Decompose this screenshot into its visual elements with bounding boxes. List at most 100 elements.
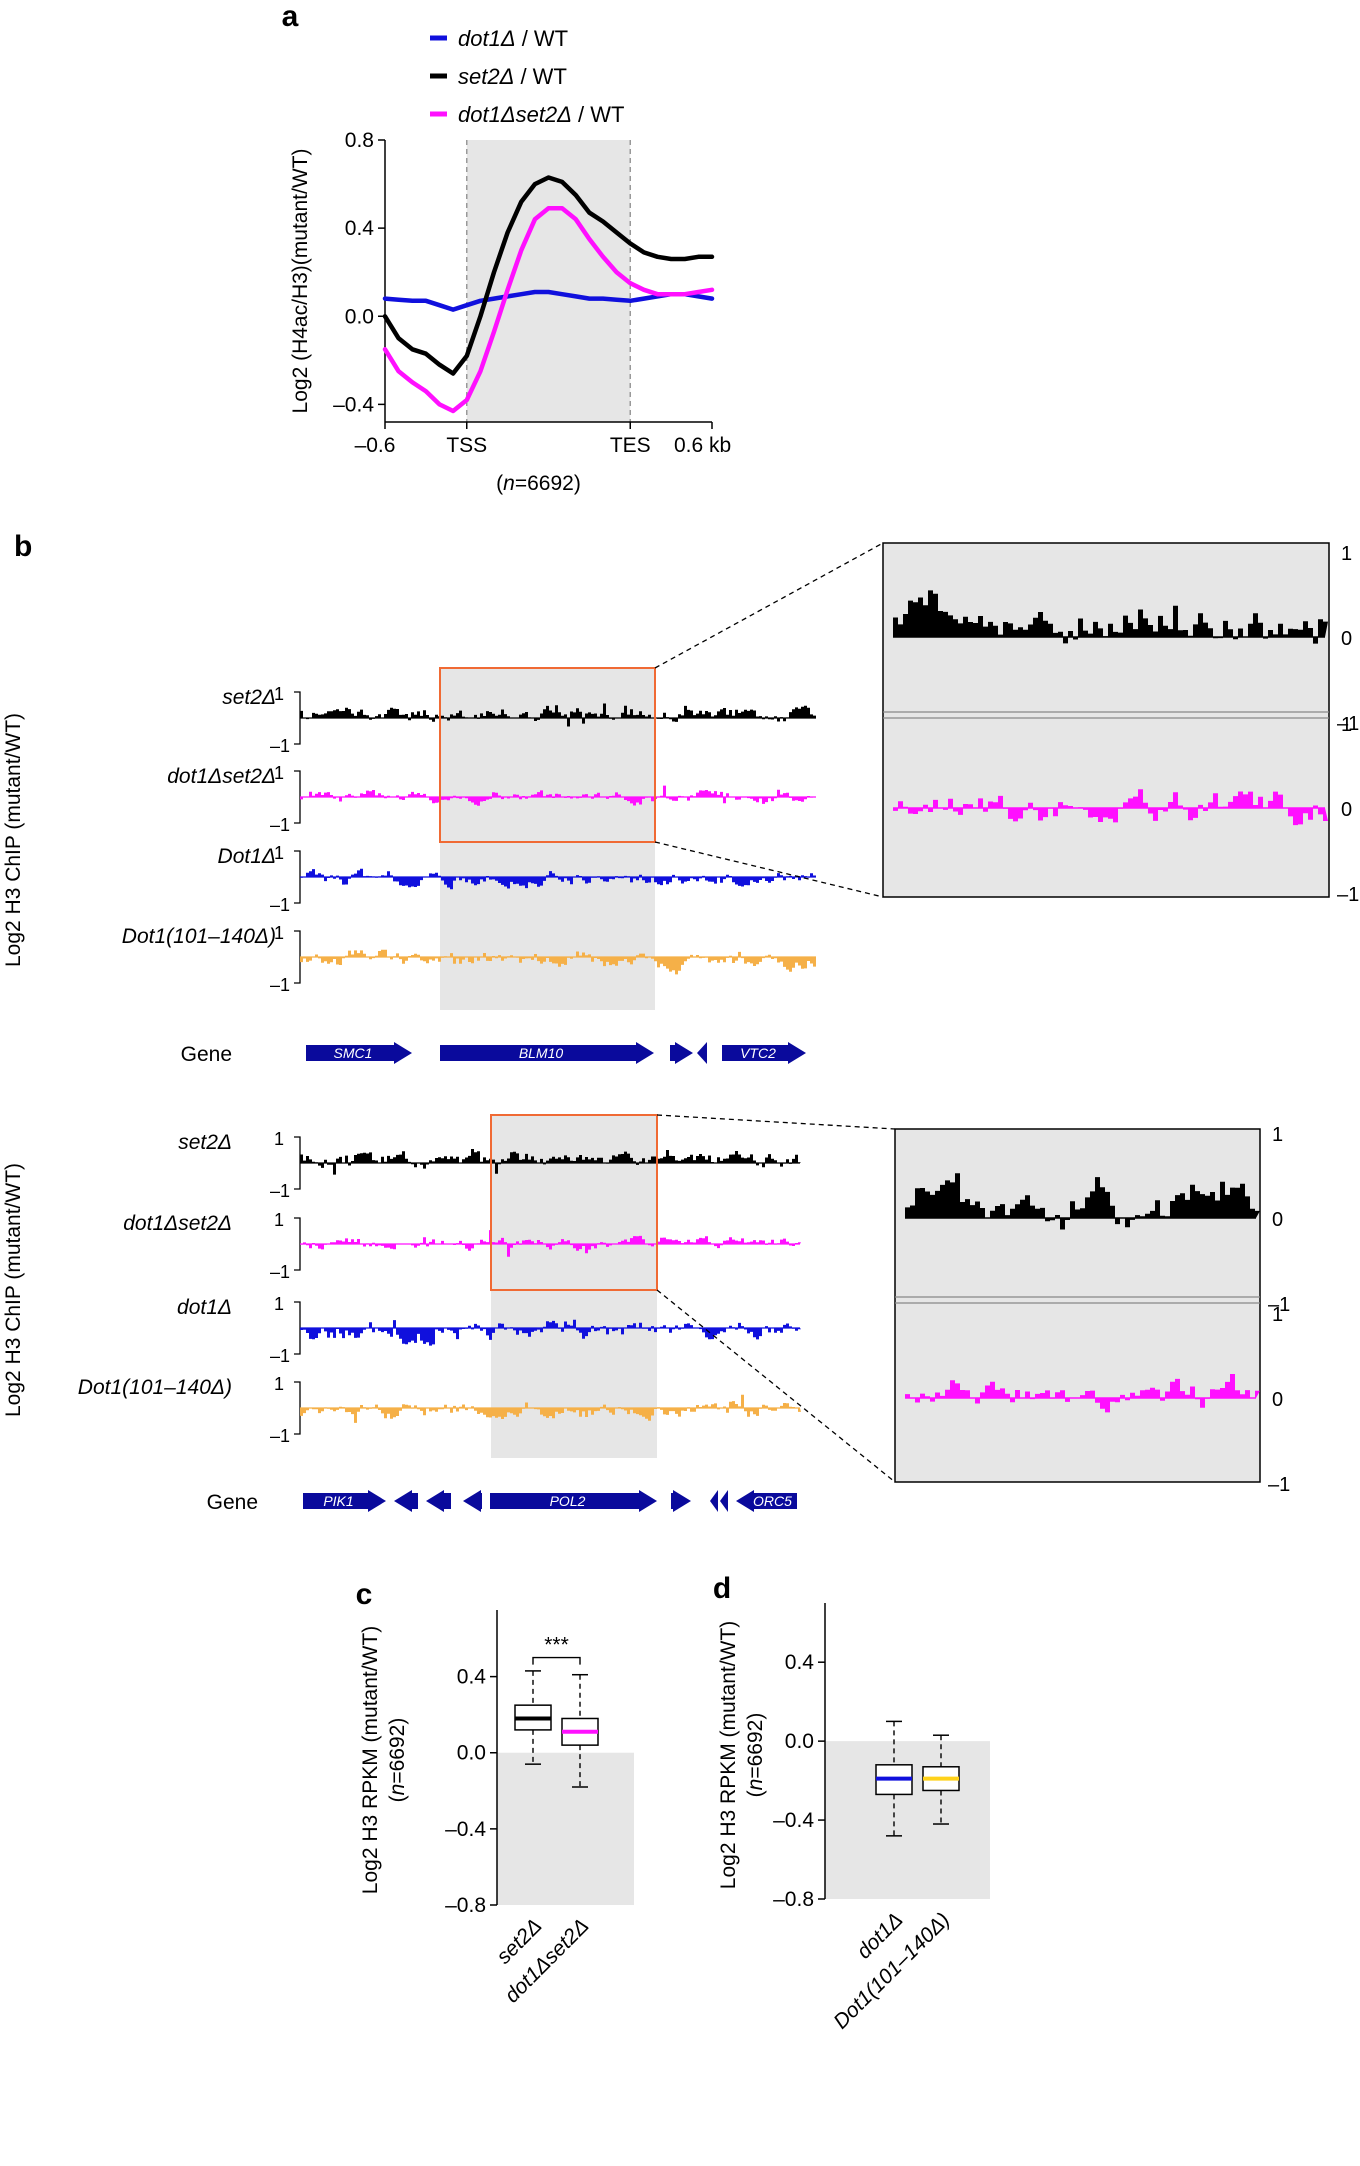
gene-arrow (303, 1490, 386, 1512)
legend-label: dot1Δ / WT (458, 26, 568, 51)
coverage-track-magenta (300, 1230, 801, 1257)
panel-c-boxplot: 0.4 0.0 –0.4 –0.8 Log2 H3 RPKM (mutant/WT) (n… (359, 1610, 634, 2007)
inset-track-magenta (905, 1374, 1260, 1413)
y-tick-label: 0.0 (345, 305, 374, 328)
gene-arrow (440, 1042, 654, 1064)
y-tick-label: –0.8 (773, 1888, 814, 1911)
y-tick-label: 0.0 (457, 1742, 486, 1765)
y-axis-label: Log2 H3 ChIP (mutant/WT) (2, 1163, 25, 1417)
track-name: dot1Δset2Δ (123, 1212, 232, 1235)
gene-arrow (736, 1490, 797, 1512)
legend-label: dot1Δset2Δ / WT (458, 102, 624, 127)
y-tick-label: –0.4 (333, 393, 374, 416)
scale-bracket (294, 1217, 301, 1271)
scale-top-label: 1 (274, 1210, 284, 1230)
y-axis-label: Log2 H3 RPKM (mutant/WT) (359, 1626, 382, 1894)
y-tick-label: 0.8 (345, 129, 374, 152)
zoom-box (439, 667, 656, 843)
zoom-connector (656, 1114, 896, 1130)
gene-name: VTC2 (740, 1045, 776, 1061)
significance-bracket (532, 1656, 581, 1665)
inset-scale-zero: 0 (1341, 799, 1352, 821)
panel-d-boxplot: 0.4 0.0 –0.4 –0.8 Log2 H3 RPKM (mutant/WT) (n… (717, 1603, 990, 2034)
inset-track-black (905, 1173, 1260, 1230)
y-axis-label: Log2 H3 ChIP (mutant/WT) (2, 713, 25, 967)
negative-shade (497, 1752, 634, 1905)
y-tick-label: 0.4 (457, 1666, 487, 1689)
track-name: dot1Δset2Δ (167, 765, 276, 788)
track-name: Dot1(101–140Δ) (122, 925, 276, 948)
series-line-magenta (382, 206, 715, 414)
scale-bottom-label: –1 (270, 975, 290, 995)
y-tick-label: 0.4 (345, 217, 375, 240)
gene-arrow (710, 1490, 718, 1512)
panel-label-a: a (282, 0, 299, 33)
coverage-track-magenta (300, 785, 816, 806)
gene-name: POL2 (550, 1493, 586, 1509)
y-axis-label-n: (n=6692) (744, 1713, 767, 1798)
gene-arrow (720, 1490, 728, 1512)
x-tick-label: TES (610, 434, 651, 457)
inset-scale-top: 1 (1341, 714, 1352, 736)
zoom-box (490, 1114, 658, 1291)
scale-top-label: 1 (274, 1374, 284, 1394)
track-name: Dot1Δ (218, 845, 276, 868)
scale-bracket (294, 1136, 301, 1190)
gene-arrow (394, 1490, 418, 1512)
scale-bottom-label: –1 (270, 1426, 290, 1446)
significance-stars: *** (544, 1634, 569, 1657)
scale-top-label: 1 (274, 1129, 284, 1149)
gene-arrow (306, 1042, 412, 1064)
gene-arrow (671, 1490, 691, 1512)
series-line-black (382, 175, 715, 376)
track-name: set2Δ (222, 686, 276, 709)
scale-top-label: 1 (274, 763, 284, 783)
y-tick-label: 0.4 (785, 1651, 815, 1674)
y-tick-label: –0.8 (445, 1894, 486, 1917)
legend-label: set2Δ / WT (458, 64, 567, 89)
scale-bottom-label: –1 (270, 1181, 290, 1201)
coverage-track-orange (300, 1394, 801, 1423)
coverage-track-blue (300, 1319, 801, 1346)
gene-arrow (490, 1490, 657, 1512)
x-axis-label: (n=6692) (496, 472, 581, 495)
coverage-track-blue (300, 868, 816, 890)
highlight-shade (440, 668, 655, 1010)
inset-scale-zero: 0 (1272, 1389, 1283, 1411)
scale-bracket (294, 850, 301, 904)
coverage-track-black (300, 703, 816, 727)
y-tick-label: –0.4 (773, 1809, 814, 1832)
inset-scale-zero: 0 (1272, 1209, 1283, 1231)
zoom-connector (656, 1289, 896, 1483)
scale-bottom-label: –1 (270, 1346, 290, 1366)
x-tick-label: TSS (446, 434, 487, 457)
scale-bracket (294, 1381, 301, 1435)
inset-scale-top: 1 (1272, 1124, 1283, 1146)
gene-arrow (463, 1490, 482, 1512)
scale-bracket (294, 930, 301, 984)
gene-row-label: Gene (181, 1043, 232, 1066)
y-axis-label: Log2 (H4ac/H3)(mutant/WT) (289, 149, 312, 414)
inset-scale-bottom: –1 (1268, 1294, 1290, 1316)
inset-scale-top: 1 (1341, 543, 1352, 565)
gene-row-label: Gene (207, 1491, 258, 1514)
panel-b-bottom-tracks: Log2 H3 ChIP (mutant/WT)1–1set2Δ1–1dot1Δ… (2, 1114, 1290, 1514)
inset-scale-bottom: –1 (1337, 713, 1359, 735)
x-tick-label: –0.6 (355, 434, 396, 457)
scale-top-label: 1 (274, 923, 284, 943)
panel-label-c: c (356, 1578, 373, 1611)
scale-bottom-label: –1 (270, 1262, 290, 1282)
gene-arrow (722, 1042, 806, 1064)
gene-name: SMC1 (334, 1045, 373, 1061)
scale-top-label: 1 (274, 684, 284, 704)
scale-bracket (294, 770, 301, 824)
y-axis-label-n: (n=6692) (386, 1718, 409, 1803)
panel-a-line-chart: 0.8 0.4 0.0 –0.4 –0.6 TSS TES 0.6 kb (n=6692) Log… (289, 26, 731, 495)
zoom-connector (654, 841, 884, 898)
y-axis-label: Log2 H3 RPKM (mutant/WT) (717, 1621, 740, 1889)
scale-bottom-label: –1 (270, 736, 290, 756)
gene-arrow (670, 1042, 693, 1064)
zoom-inset (882, 542, 1330, 898)
coverage-track-orange (300, 949, 816, 975)
